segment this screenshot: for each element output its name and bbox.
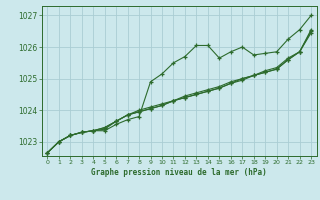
X-axis label: Graphe pression niveau de la mer (hPa): Graphe pression niveau de la mer (hPa) xyxy=(91,168,267,177)
